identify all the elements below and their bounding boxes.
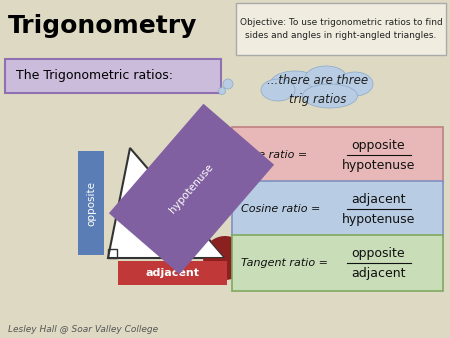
Text: Trigonometry: Trigonometry <box>8 14 198 38</box>
Text: hypotenuse: hypotenuse <box>168 163 216 216</box>
Circle shape <box>223 79 233 89</box>
FancyBboxPatch shape <box>118 261 227 285</box>
Polygon shape <box>108 148 225 258</box>
FancyBboxPatch shape <box>5 59 221 93</box>
Text: hypotenuse: hypotenuse <box>342 159 415 171</box>
Circle shape <box>219 88 225 95</box>
FancyBboxPatch shape <box>232 127 443 183</box>
Text: opposite: opposite <box>86 180 96 225</box>
Text: The Trigonometric ratios:: The Trigonometric ratios: <box>16 70 173 82</box>
Text: opposite: opposite <box>352 140 405 152</box>
FancyBboxPatch shape <box>78 151 104 255</box>
FancyBboxPatch shape <box>236 3 446 55</box>
Text: Objective: To use trigonometric ratios to find
sides and angles in right-angled : Objective: To use trigonometric ratios t… <box>239 18 442 40</box>
Ellipse shape <box>302 84 357 108</box>
Ellipse shape <box>270 71 320 97</box>
Text: adjacent: adjacent <box>145 268 199 278</box>
Ellipse shape <box>337 72 373 96</box>
FancyBboxPatch shape <box>232 235 443 291</box>
Polygon shape <box>203 236 247 280</box>
Text: ...there are three
trig ratios: ...there are three trig ratios <box>267 74 369 105</box>
Ellipse shape <box>261 79 295 101</box>
Text: Lesley Hall @ Soar Valley College: Lesley Hall @ Soar Valley College <box>8 325 158 335</box>
Text: Sine ratio =: Sine ratio = <box>241 150 311 160</box>
Text: adjacent: adjacent <box>351 266 406 280</box>
FancyBboxPatch shape <box>232 181 443 237</box>
Text: adjacent: adjacent <box>351 193 406 207</box>
Text: Tangent ratio =: Tangent ratio = <box>241 258 332 268</box>
Text: opposite: opposite <box>352 247 405 261</box>
Text: hypotenuse: hypotenuse <box>342 213 415 225</box>
Text: Cosine ratio =: Cosine ratio = <box>241 204 324 214</box>
Ellipse shape <box>305 66 347 90</box>
